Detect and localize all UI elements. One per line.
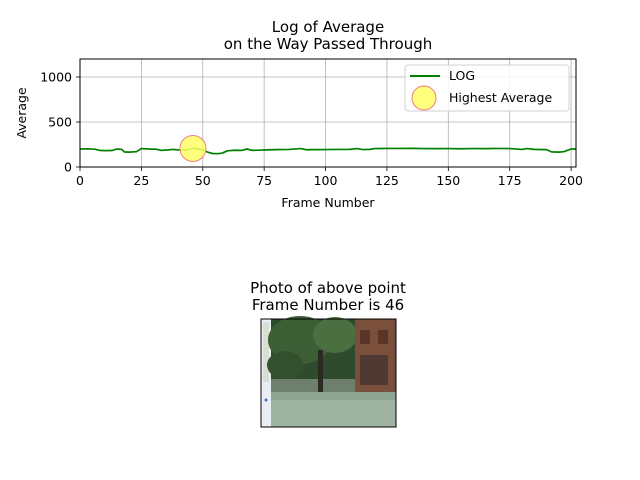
legend-entry-log: LOG xyxy=(449,68,475,83)
highest-average-marker xyxy=(179,134,207,162)
photo-fence xyxy=(360,355,388,385)
photo-grass xyxy=(271,400,396,427)
y-axis-label: Average xyxy=(14,87,29,139)
x-tick-label: 175 xyxy=(498,173,522,188)
x-tick-label: 50 xyxy=(195,173,211,188)
photo-window-1 xyxy=(360,330,370,344)
photo-title-line2: Frame Number is 46 xyxy=(252,296,404,314)
photo-frame xyxy=(260,318,397,428)
series-line-log xyxy=(80,147,576,155)
y-tick-label: 500 xyxy=(48,115,72,130)
photo-title-line1: Photo of above point xyxy=(250,279,406,297)
x-axis-label: Frame Number xyxy=(281,195,375,210)
photo-tree-trunk xyxy=(318,350,323,392)
x-tick-label: 0 xyxy=(76,173,84,188)
x-axis: 0 25 50 75 100 125 150 175 200 xyxy=(76,167,583,188)
photo-window-2 xyxy=(378,330,388,344)
legend-marker-swatch xyxy=(411,85,437,111)
x-tick-label: 75 xyxy=(256,173,272,188)
x-tick-label: 100 xyxy=(314,173,338,188)
y-tick-label: 0 xyxy=(64,160,72,175)
legend-entry-highest: Highest Average xyxy=(449,90,552,105)
photo-dot xyxy=(264,398,268,402)
y-tick-label: 1000 xyxy=(40,70,72,85)
photo xyxy=(260,316,397,428)
x-tick-label: 125 xyxy=(375,173,399,188)
photo-foliage-2 xyxy=(313,317,357,353)
y-axis: 0 500 1000 xyxy=(40,70,80,175)
x-tick-label: 200 xyxy=(559,173,583,188)
x-tick-label: 150 xyxy=(436,173,460,188)
legend: LOG Highest Average xyxy=(404,64,570,112)
chart-title-line1: Log of Average xyxy=(272,18,384,36)
plot-frame xyxy=(79,58,577,168)
x-tick-label: 25 xyxy=(133,173,149,188)
photo-foliage-3 xyxy=(267,351,303,379)
legend-box xyxy=(404,64,570,112)
photo-left-panel xyxy=(263,322,269,382)
series-layer xyxy=(80,147,576,155)
chart-title-line2: on the Way Passed Through xyxy=(224,35,432,53)
